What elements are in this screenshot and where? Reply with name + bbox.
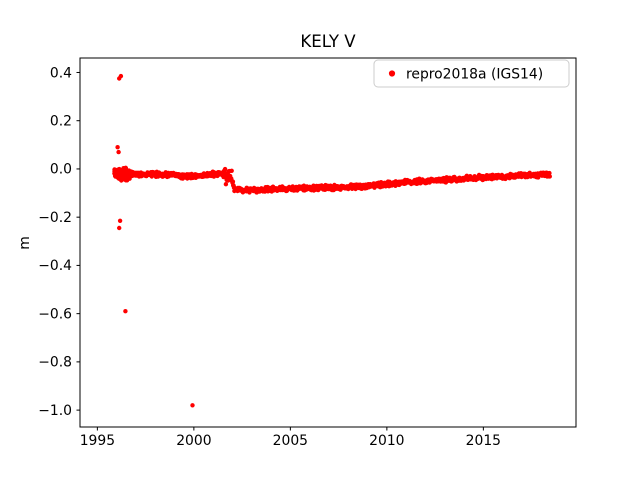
data-point xyxy=(121,177,127,182)
data-point xyxy=(116,149,121,155)
legend-marker-icon xyxy=(388,70,396,77)
data-point xyxy=(116,167,121,172)
legend-label: repro2018a (IGS14) xyxy=(406,67,543,83)
data-point xyxy=(117,218,123,223)
y-tick-label: 0.0 xyxy=(50,162,72,178)
plot-border xyxy=(79,57,577,428)
legend-box xyxy=(373,59,570,88)
y-tick-label: −0.2 xyxy=(38,210,72,226)
data-point xyxy=(121,166,126,171)
axes: 1995 2000 2005 2010 2015 0.4 0.2 0.0 −0.2 −0.4 −0.… xyxy=(38,57,577,449)
data-point xyxy=(120,171,125,176)
data-point xyxy=(112,169,117,174)
scatter-series xyxy=(112,73,552,408)
data-point xyxy=(222,166,228,172)
y-tick-label: 0.4 xyxy=(50,65,72,81)
y-tick-label: −0.4 xyxy=(38,258,72,274)
data-point xyxy=(547,174,552,179)
y-tick-label: −1.0 xyxy=(38,403,72,419)
data-point xyxy=(223,182,229,187)
data-point xyxy=(125,168,131,174)
data-point xyxy=(115,145,120,150)
data-point xyxy=(547,170,552,176)
data-point xyxy=(229,168,234,173)
data-point xyxy=(113,174,118,179)
x-tick-label: 2015 xyxy=(466,433,501,449)
y-tick-label: −0.8 xyxy=(38,355,72,371)
legend: repro2018a (IGS14) xyxy=(373,59,570,88)
y-axis-label: m xyxy=(17,236,33,250)
data-point xyxy=(126,173,131,178)
x-tick-label: 2005 xyxy=(273,433,308,449)
y-tick-label: −0.6 xyxy=(38,306,72,322)
x-tick-label: 1995 xyxy=(80,433,115,449)
data-point xyxy=(190,403,195,408)
data-point xyxy=(118,174,124,180)
chart-title: KELY V xyxy=(300,32,356,51)
x-tick-label: 2000 xyxy=(176,433,211,449)
x-tick-label: 2010 xyxy=(369,433,404,449)
data-point xyxy=(117,225,122,231)
data-point xyxy=(123,309,128,314)
data-point xyxy=(118,73,124,79)
data-point xyxy=(230,179,236,184)
y-tick-label: 0.2 xyxy=(50,114,72,130)
